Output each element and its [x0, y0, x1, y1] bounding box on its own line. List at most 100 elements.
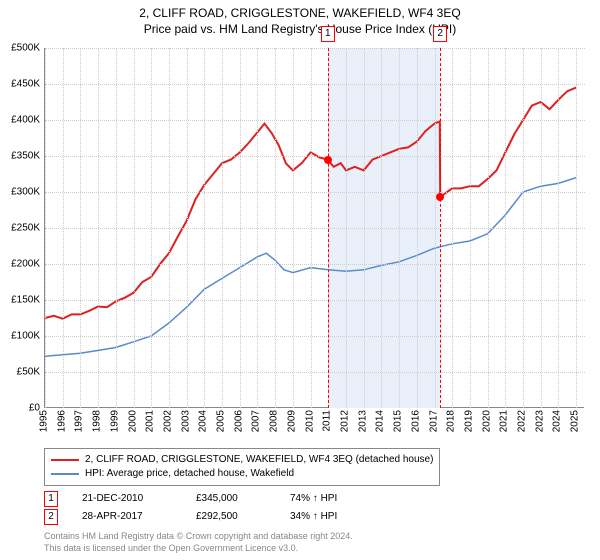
gridline-v — [204, 48, 205, 408]
xtick-label: 2021 — [499, 410, 510, 432]
gridline-v — [417, 48, 418, 408]
xtick-label: 2016 — [410, 410, 421, 432]
event-box: 1 — [321, 26, 335, 42]
title-main: 2, CLIFF ROAD, CRIGGLESTONE, WAKEFIELD, … — [0, 6, 600, 20]
gridline-v — [80, 48, 81, 408]
xtick-label: 2006 — [233, 410, 244, 432]
xtick-label: 1997 — [74, 410, 85, 432]
ytick-label: £350K — [11, 151, 40, 162]
gridline-v — [169, 48, 170, 408]
gridline-v — [346, 48, 347, 408]
sale-pct: 34% ↑ HPI — [290, 508, 370, 526]
gridline-h — [45, 336, 585, 337]
xtick-label: 2015 — [393, 410, 404, 432]
xtick-label: 1998 — [92, 410, 103, 432]
xtick-label: 1999 — [109, 410, 120, 432]
gridline-h — [45, 300, 585, 301]
gridline-v — [541, 48, 542, 408]
sale-row: 2 28-APR-2017 £292,500 34% ↑ HPI — [44, 508, 370, 526]
xtick-label: 2017 — [428, 410, 439, 432]
attribution: Contains HM Land Registry data © Crown c… — [44, 530, 353, 554]
gridline-v — [470, 48, 471, 408]
gridline-h — [45, 84, 585, 85]
gridline-v — [488, 48, 489, 408]
event-line — [328, 48, 329, 408]
legend: 2, CLIFF ROAD, CRIGGLESTONE, WAKEFIELD, … — [44, 448, 440, 486]
gridline-v — [364, 48, 365, 408]
gridline-v — [240, 48, 241, 408]
gridline-v — [98, 48, 99, 408]
gridline-v — [222, 48, 223, 408]
xtick-label: 2001 — [145, 410, 156, 432]
xtick-label: 2014 — [375, 410, 386, 432]
sale-price: £292,500 — [196, 508, 266, 526]
xtick-label: 2011 — [322, 410, 333, 432]
gridline-v — [293, 48, 294, 408]
gridline-v — [576, 48, 577, 408]
xtick-label: 2012 — [339, 410, 350, 432]
xtick-label: 2004 — [198, 410, 209, 432]
ytick-label: £500K — [11, 43, 40, 54]
plot-region: 12 — [44, 48, 584, 408]
chart-area: 12 £0£50K£100K£150K£200K£250K£300K£350K£… — [44, 48, 584, 408]
attribution-line1: Contains HM Land Registry data © Crown c… — [44, 530, 353, 542]
xtick-label: 2008 — [269, 410, 280, 432]
sale-date: 28-APR-2017 — [82, 508, 172, 526]
legend-row: 2, CLIFF ROAD, CRIGGLESTONE, WAKEFIELD, … — [51, 453, 433, 467]
sale-marker — [324, 156, 332, 164]
title-sub: Price paid vs. HM Land Registry's House … — [0, 22, 600, 36]
xtick-label: 2013 — [357, 410, 368, 432]
xtick-label: 1996 — [56, 410, 67, 432]
xtick-label: 2007 — [251, 410, 262, 432]
gridline-h — [45, 228, 585, 229]
event-box: 2 — [433, 26, 447, 42]
gridline-v — [151, 48, 152, 408]
gridline-h — [45, 120, 585, 121]
sale-num-box: 1 — [44, 491, 58, 507]
xtick-label: 2005 — [216, 410, 227, 432]
gridline-v — [381, 48, 382, 408]
gridline-v — [134, 48, 135, 408]
sales-table: 121-DEC-2010£345,00074% ↑ HPI2 28-APR-201… — [44, 490, 370, 526]
ytick-label: £400K — [11, 115, 40, 126]
xtick-label: 2000 — [127, 410, 138, 432]
gridline-h — [45, 48, 585, 49]
xtick-label: 2020 — [481, 410, 492, 432]
gridline-v — [311, 48, 312, 408]
sale-num-box: 2 — [44, 509, 58, 525]
gridline-v — [435, 48, 436, 408]
xtick-label: 2010 — [304, 410, 315, 432]
ytick-label: £450K — [11, 79, 40, 90]
gridline-v — [257, 48, 258, 408]
legend-swatch — [51, 459, 79, 461]
xtick-label: 2009 — [286, 410, 297, 432]
legend-swatch — [51, 473, 79, 475]
sale-price: £345,000 — [196, 490, 266, 508]
xtick-label: 2025 — [570, 410, 581, 432]
gridline-v — [116, 48, 117, 408]
chart-container: 2, CLIFF ROAD, CRIGGLESTONE, WAKEFIELD, … — [0, 0, 600, 560]
legend-label: HPI: Average price, detached house, Wake… — [85, 467, 294, 481]
gridline-v — [399, 48, 400, 408]
xtick-label: 2002 — [162, 410, 173, 432]
ytick-label: £100K — [11, 331, 40, 342]
ytick-label: £50K — [17, 367, 40, 378]
gridline-v — [187, 48, 188, 408]
gridline-h — [45, 372, 585, 373]
event-line — [440, 48, 441, 408]
gridline-h — [45, 156, 585, 157]
sale-row: 121-DEC-2010£345,00074% ↑ HPI — [44, 490, 370, 508]
xtick-label: 2003 — [180, 410, 191, 432]
gridline-v — [275, 48, 276, 408]
xtick-label: 2023 — [534, 410, 545, 432]
gridline-v — [505, 48, 506, 408]
ytick-label: £200K — [11, 259, 40, 270]
title-block: 2, CLIFF ROAD, CRIGGLESTONE, WAKEFIELD, … — [0, 0, 600, 36]
gridline-v — [45, 48, 46, 408]
gridline-v — [63, 48, 64, 408]
gridline-v — [558, 48, 559, 408]
xtick-label: 2024 — [552, 410, 563, 432]
ytick-label: £300K — [11, 187, 40, 198]
gridline-h — [45, 264, 585, 265]
xtick-label: 1995 — [39, 410, 50, 432]
